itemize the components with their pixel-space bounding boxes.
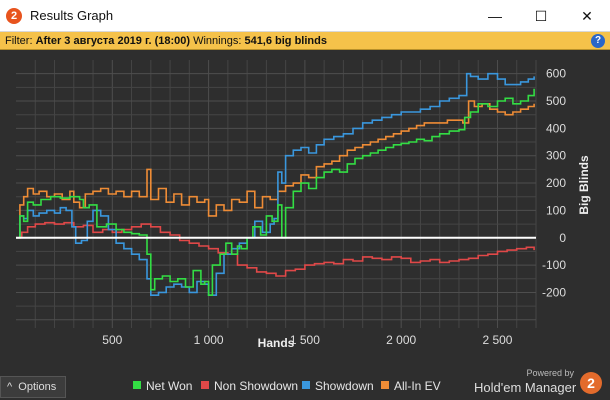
x-axis-label: Hands [258, 336, 295, 350]
legend-label: Non Showdown [214, 379, 299, 393]
y-axis-ticks: -200 -100 0 100 200 300 400 500 600 [542, 67, 566, 300]
x-tick-label: 1 000 [194, 333, 224, 347]
legend-showdown[interactable]: Showdown [302, 378, 374, 394]
legend-label: Showdown [315, 379, 374, 393]
y-axis-label: Big Blinds [577, 155, 591, 215]
minimize-button[interactable]: — [488, 8, 502, 24]
legend-net-won[interactable]: Net Won [133, 378, 192, 394]
legend-swatch [381, 381, 389, 389]
legend-swatch [302, 381, 310, 389]
hm-logo-icon: 2 [580, 372, 602, 394]
legend-non-showdown[interactable]: Non Showdown [201, 378, 298, 394]
y-tick-label: 600 [546, 67, 566, 81]
results-chart: 500 1 000 1 500 2 000 2 500 -200 -100 0 100 200 3… [16, 60, 591, 353]
maximize-button[interactable]: ☐ [534, 8, 548, 24]
legend-label: Net Won [146, 379, 193, 393]
chevron-up-icon: ^ [7, 381, 13, 393]
powered-by-text: Powered by [526, 368, 574, 378]
title-bar: 2 Results Graph — ☐ ✕ [0, 0, 610, 32]
help-icon[interactable]: ? [591, 34, 605, 48]
y-tick-label: 300 [546, 149, 566, 163]
filter-value: After 3 августа 2019 г. (18:00) [35, 35, 191, 47]
filter-bar: Filter: After 3 августа 2019 г. (18:00) … [0, 32, 610, 50]
options-label: Options [18, 381, 57, 393]
series-line-net-won [16, 88, 535, 296]
y-tick-label: -200 [542, 285, 566, 299]
series-line-all-in-ev [16, 100, 535, 239]
x-tick-label: 500 [102, 333, 122, 347]
winnings-value: 541,6 big blinds [244, 35, 327, 47]
x-axis-ticks: 500 1 000 1 500 2 000 2 500 [102, 333, 513, 347]
legend-swatch [201, 381, 209, 389]
app-icon: 2 [6, 8, 22, 24]
options-button[interactable]: ^ Options [0, 376, 66, 398]
branding: Powered by Hold'em Manager 2 [474, 368, 610, 400]
winnings-label: Winnings: [193, 35, 242, 47]
x-tick-label: 1 500 [290, 333, 320, 347]
y-tick-label: 400 [546, 121, 566, 135]
series-line-non-showdown [16, 221, 535, 277]
filter-prefix: Filter: [5, 35, 33, 47]
chart-series [16, 72, 535, 296]
window-title: Results Graph [30, 8, 114, 23]
y-tick-label: -100 [542, 258, 566, 272]
legend-label: All-In EV [394, 379, 441, 393]
close-button[interactable]: ✕ [581, 8, 593, 24]
legend-swatch [133, 381, 141, 389]
plot-area [16, 60, 536, 353]
legend-all-in-ev[interactable]: All-In EV [381, 378, 441, 394]
y-tick-label: 500 [546, 94, 566, 108]
bottom-bar: ^ Options Net Won Non Showdown Showdown … [0, 368, 610, 400]
x-tick-label: 2 000 [386, 333, 416, 347]
brand-name: Hold'em Manager [474, 380, 577, 395]
y-tick-label: 200 [546, 176, 566, 190]
y-tick-label: 100 [546, 203, 566, 217]
x-tick-label: 2 500 [482, 333, 512, 347]
y-tick-label: 0 [559, 231, 566, 245]
chart-grid [16, 60, 537, 328]
